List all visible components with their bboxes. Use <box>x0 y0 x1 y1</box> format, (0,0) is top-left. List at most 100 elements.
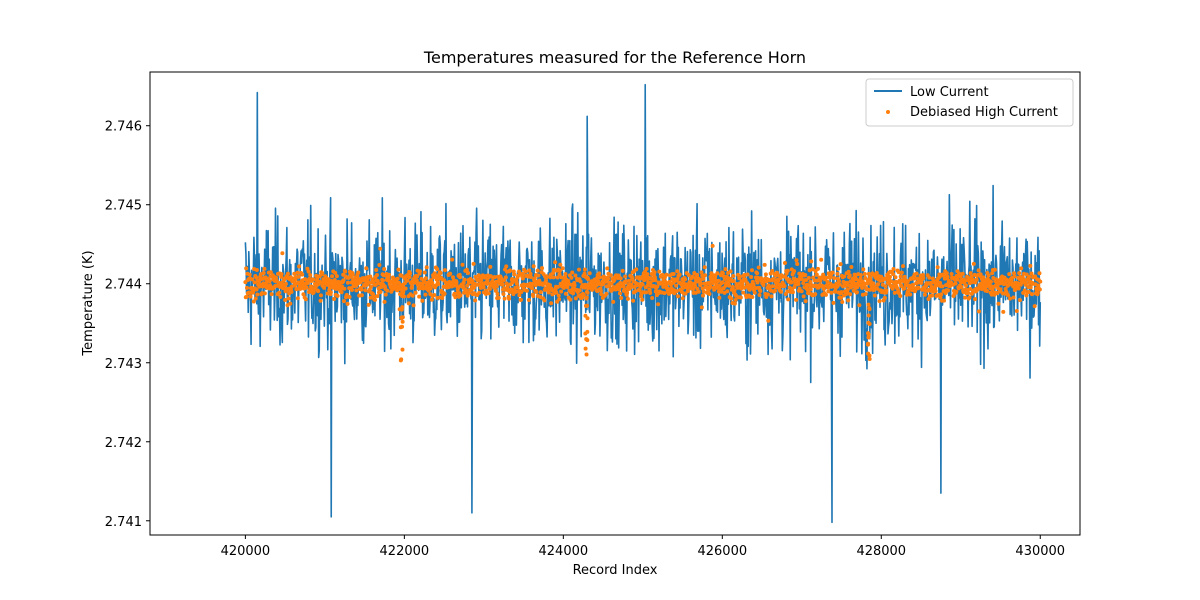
scatter-point <box>515 285 520 290</box>
legend: Low Current Debiased High Current <box>865 78 1074 127</box>
scatter-point <box>899 270 904 275</box>
scatter-point <box>377 262 382 267</box>
scatter-point <box>648 290 653 295</box>
scatter-point <box>696 289 701 294</box>
scatter-point <box>400 289 405 294</box>
scatter-point <box>551 275 556 280</box>
scatter-point <box>251 299 256 304</box>
scatter-point <box>829 290 834 295</box>
scatter-point <box>458 293 463 298</box>
scatter-point <box>619 295 624 300</box>
scatter-point <box>335 293 340 298</box>
scatter-point <box>920 272 925 277</box>
scatter-point <box>1017 298 1022 303</box>
scatter-point <box>845 287 850 292</box>
legend-marker-swatch <box>886 110 890 114</box>
x-tick-label: 422000 <box>380 544 430 559</box>
scatter-point <box>606 276 611 281</box>
scatter-point <box>858 276 863 281</box>
y-axis-label: Temperature (K) <box>81 250 96 356</box>
scatter-point <box>846 298 851 303</box>
scatter-point <box>347 295 352 300</box>
scatter-point <box>839 290 844 295</box>
scatter-point <box>577 267 581 272</box>
scatter-point <box>745 272 750 277</box>
scatter-point <box>400 319 405 324</box>
scatter-point <box>645 283 650 288</box>
scatter-point <box>803 299 808 304</box>
scatter-point <box>893 275 898 280</box>
scatter-point <box>250 277 255 282</box>
scatter-point <box>618 276 623 281</box>
scatter-point <box>546 290 551 295</box>
scatter-point <box>629 282 634 287</box>
scatter-point <box>396 267 401 272</box>
scatter-point <box>725 289 730 294</box>
scatter-point <box>274 275 278 280</box>
scatter-point <box>967 295 972 300</box>
y-tick-label: 2.745 <box>105 199 142 214</box>
scatter-point <box>701 276 706 281</box>
scatter-point <box>981 275 986 280</box>
scatter-point <box>727 283 732 288</box>
scatter-point <box>519 290 524 295</box>
scatter-point <box>959 284 964 289</box>
scatter-point <box>408 271 413 276</box>
scatter-point <box>677 272 682 277</box>
scatter-point <box>288 301 293 306</box>
scatter-point <box>675 269 680 274</box>
scatter-point <box>298 286 303 291</box>
scatter-point <box>674 289 679 294</box>
scatter-point <box>254 275 259 280</box>
scatter-point <box>657 269 662 274</box>
x-axis-label: Record Index <box>573 563 658 578</box>
scatter-point <box>753 285 758 290</box>
scatter-point <box>796 281 801 286</box>
scatter-point <box>832 276 837 281</box>
scatter-point <box>866 335 871 340</box>
scatter-point <box>935 265 940 270</box>
scatter-point <box>448 271 453 276</box>
scatter-point <box>303 277 308 282</box>
scatter-point <box>762 262 767 267</box>
scatter-point <box>565 285 570 290</box>
scatter-point <box>308 273 313 278</box>
scatter-point <box>984 288 989 293</box>
scatter-point <box>757 292 762 297</box>
chart-title: Temperatures measured for the Reference … <box>423 48 806 67</box>
series-low-current <box>244 83 1042 524</box>
scatter-point <box>766 318 771 323</box>
scatter-point <box>436 282 441 287</box>
scatter-point <box>300 272 305 277</box>
scatter-point <box>582 271 587 276</box>
scatter-point <box>578 279 583 284</box>
scatter-point <box>675 276 680 281</box>
scatter-point <box>786 297 791 302</box>
scatter-point <box>890 286 895 291</box>
scatter-point <box>882 295 887 300</box>
scatter-point <box>656 302 661 307</box>
scatter-point <box>892 290 897 295</box>
scatter-point <box>977 309 982 314</box>
scatter-point <box>465 283 470 288</box>
scatter-point <box>866 313 871 318</box>
scatter-point <box>831 300 836 305</box>
scatter-point <box>763 272 768 277</box>
scatter-point <box>581 293 586 298</box>
scatter-point <box>267 279 272 284</box>
scatter-point <box>466 271 471 276</box>
scatter-point <box>970 277 975 282</box>
scatter-point <box>571 291 576 296</box>
scatter-point <box>369 284 374 289</box>
scatter-point <box>930 293 935 298</box>
scatter-point <box>322 285 327 290</box>
scatter-point <box>495 292 500 297</box>
scatter-point <box>504 264 509 269</box>
scatter-point <box>627 278 632 283</box>
scatter-point <box>747 287 752 292</box>
scatter-point <box>966 291 971 296</box>
scatter-point <box>944 271 949 276</box>
scatter-point <box>625 290 630 295</box>
scatter-point <box>532 276 537 281</box>
scatter-point <box>556 293 561 298</box>
